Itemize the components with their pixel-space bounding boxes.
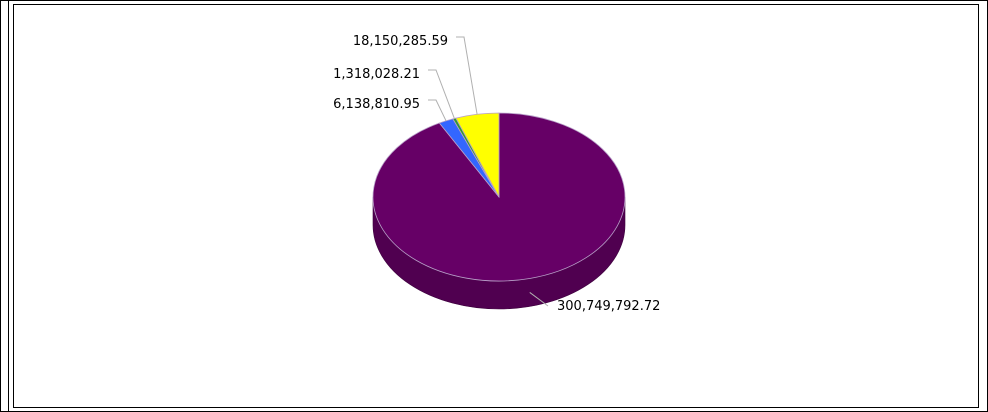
data-label-2: 1,318,028.21 xyxy=(333,67,420,82)
leader-line-2 xyxy=(428,69,455,119)
left-frame-rule xyxy=(8,0,9,412)
leader-line-3 xyxy=(456,36,478,115)
leader-line-0 xyxy=(529,292,549,307)
pie-data-labels: 300,749,792.72 6,138,810.95 1,318,028.21 18… xyxy=(333,34,660,314)
leader-line-1 xyxy=(428,99,447,122)
pie-slice-3 xyxy=(455,112,500,198)
data-label-1: 6,138,810.95 xyxy=(333,97,420,112)
pie-leader-lines xyxy=(428,36,549,307)
data-label-3: 18,150,285.59 xyxy=(353,34,448,49)
pie-slices xyxy=(372,112,626,282)
data-label-0: 300,749,792.72 xyxy=(557,299,660,314)
